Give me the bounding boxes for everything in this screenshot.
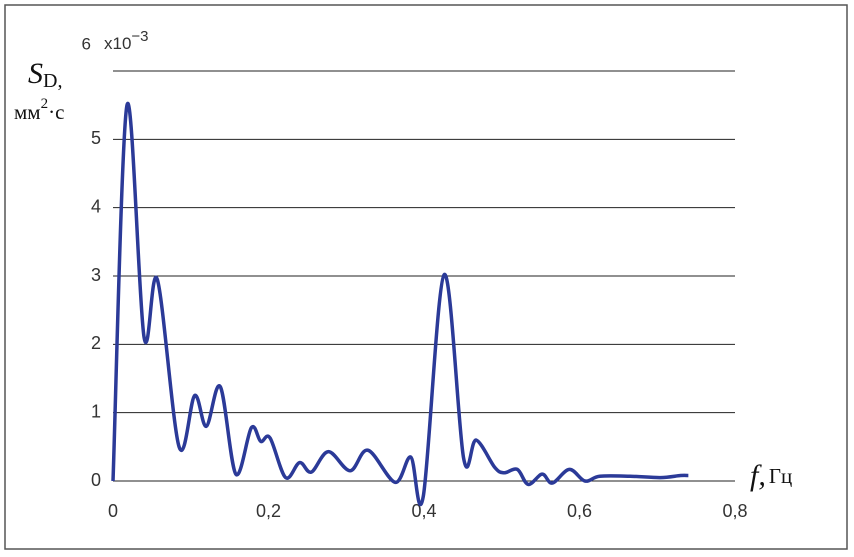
x-tick-label: 0 bbox=[108, 501, 118, 521]
y-tick-label: 5 bbox=[91, 128, 101, 148]
y-tick-label: 4 bbox=[91, 196, 101, 216]
y-tick-label: 1 bbox=[91, 401, 101, 421]
y-unit-exponent: 2 bbox=[41, 96, 49, 112]
y-tick-label: 0 bbox=[91, 470, 101, 490]
y-label-symbol: SD, bbox=[28, 57, 62, 92]
x-label: f, Гц bbox=[750, 459, 792, 492]
x-tick-label: 0,8 bbox=[722, 501, 747, 521]
x-tick-label: 0,2 bbox=[256, 501, 281, 521]
y-subscript: D, bbox=[43, 70, 62, 92]
y-label-unit: мм2·с bbox=[14, 96, 64, 123]
multiplier-exponent: −3 bbox=[131, 28, 148, 45]
y-tick-label: 6 bbox=[82, 34, 91, 53]
y-unit-tail: ·с bbox=[48, 100, 64, 124]
x-tick-label: 0,6 bbox=[567, 501, 592, 521]
y-multiplier: x10−3 bbox=[104, 28, 149, 54]
y-unit: мм bbox=[14, 100, 41, 124]
x-symbol: f, bbox=[750, 459, 766, 492]
x-tick-label: 0,4 bbox=[411, 501, 436, 521]
multiplier-base: x10 bbox=[104, 34, 131, 53]
y-tick-label: 3 bbox=[91, 265, 101, 285]
data-line bbox=[111, 101, 689, 507]
y-symbol: S bbox=[28, 57, 43, 90]
y-tick-label: 2 bbox=[91, 333, 101, 353]
x-unit: Гц bbox=[769, 464, 792, 488]
